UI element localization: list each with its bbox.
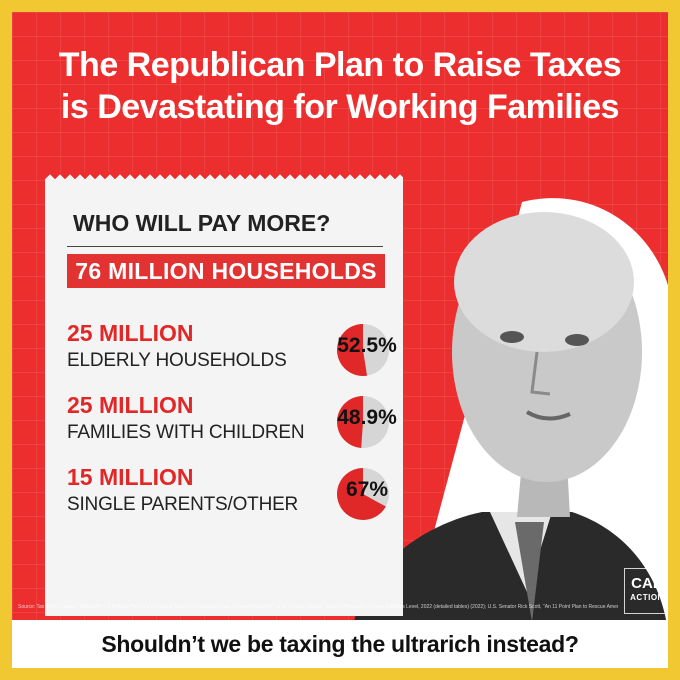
- stat-number: 25 MILLION: [67, 320, 194, 346]
- stat-row-single-parents: 15 MILLION SINGLE PARENTS/OTHER 67%: [67, 464, 397, 524]
- pie-slice: [337, 324, 368, 376]
- stat-percent: 52.5%: [337, 334, 397, 357]
- cap-action-logo: CAP ACTION: [624, 568, 668, 614]
- card-divider: [67, 246, 383, 247]
- stat-number: 15 MILLION: [67, 464, 194, 490]
- headline-line-2: is Devastating for Working Families: [60, 88, 620, 126]
- total-households-banner: 76 MILLION HOUSEHOLDS: [67, 254, 385, 288]
- card-question: WHO WILL PAY MORE?: [73, 210, 331, 236]
- stat-percent: 67%: [345, 478, 389, 501]
- stat-number: 25 MILLION: [67, 392, 194, 418]
- headline-line-1: The Republican Plan to Raise Taxes: [58, 46, 622, 84]
- footer-bar: Shouldn’t we be taxing the ultrarich ins…: [0, 620, 680, 680]
- red-panel: The Republican Plan to Raise Taxes is De…: [12, 12, 668, 620]
- logo-line-2: ACTION: [630, 593, 664, 602]
- stat-row-elderly: 25 MILLION ELDERLY HOUSEHOLDS 52.5%: [67, 320, 397, 380]
- pie-chart-elderly: [337, 324, 389, 376]
- stat-label: SINGLE PARENTS/OTHER: [67, 494, 299, 515]
- logo-line-1: CAP: [631, 575, 663, 592]
- who-pays-card: WHO WILL PAY MORE? 76 MILLION HOUSEHOLDS…: [45, 180, 403, 616]
- footer-question: Shouldn’t we be taxing the ultrarich ins…: [12, 620, 668, 668]
- stat-label: FAMILIES WITH CHILDREN: [67, 422, 305, 443]
- stat-percent: 48.9%: [337, 406, 397, 429]
- stat-row-families: 25 MILLION FAMILIES WITH CHILDREN 48.9%: [67, 392, 397, 452]
- receipt-torn-edge: [45, 172, 403, 182]
- pie-slice: [337, 468, 386, 520]
- source-note: Source: Tax Policy Center, "Distribution…: [18, 604, 618, 610]
- pie-slice: [337, 396, 363, 448]
- senator-photo: [354, 198, 668, 620]
- pie-chart-single-parents: [337, 468, 389, 520]
- pie-chart-families: [337, 396, 389, 448]
- stat-label: ELDERLY HOUSEHOLDS: [67, 350, 287, 371]
